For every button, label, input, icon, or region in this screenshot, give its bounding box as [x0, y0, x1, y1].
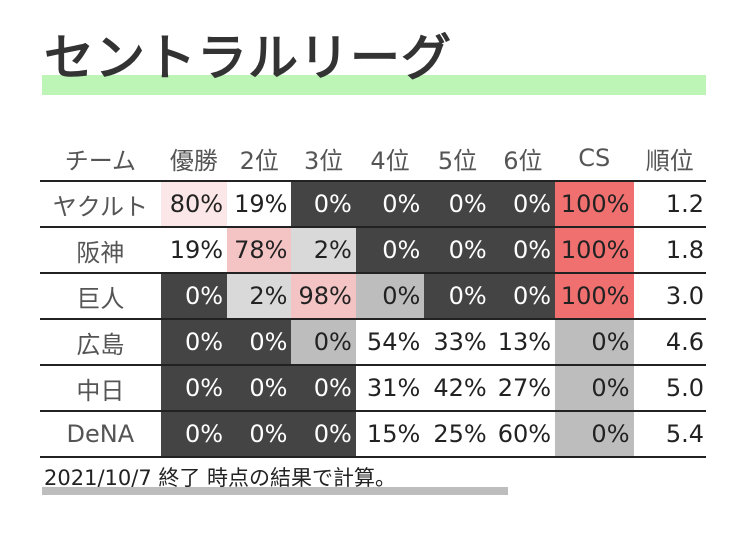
probability-cell: 0%: [291, 411, 356, 458]
probability-cell: 0%: [424, 273, 491, 320]
probability-cell: 0%: [291, 319, 356, 366]
probability-cell: 54%: [355, 319, 425, 366]
team-name: 広島: [40, 319, 161, 366]
probability-cell: 0%: [490, 227, 556, 274]
column-header: 優勝: [160, 136, 228, 182]
column-header: 5位: [424, 136, 491, 182]
average-rank: 1.2: [633, 181, 706, 228]
probability-cell: 19%: [160, 227, 228, 274]
probability-cell: 100%: [555, 227, 634, 274]
probability-cell: 0%: [555, 319, 634, 366]
average-rank: 3.0: [633, 273, 706, 320]
probability-cell: 60%: [490, 411, 556, 458]
probability-cell: 0%: [424, 227, 491, 274]
probability-cell: 78%: [227, 227, 292, 274]
table-row: 中日 0% 0% 0% 31% 42% 27% 0% 5.0: [40, 365, 706, 412]
team-name: 巨人: [40, 273, 161, 320]
probability-cell: 0%: [227, 365, 292, 412]
table-row: DeNA 0% 0% 0% 15% 25% 60% 0% 5.4: [40, 411, 706, 458]
title-highlight: [42, 75, 706, 95]
average-rank: 4.6: [633, 319, 706, 366]
column-header: 順位: [633, 136, 706, 182]
probability-cell: 100%: [555, 181, 634, 228]
table-row: 巨人 0% 2% 98% 0% 0% 0% 100% 3.0: [40, 273, 706, 320]
footnote: 2021/10/7 終了 時点の結果で計算。: [44, 466, 397, 490]
column-header: 4位: [355, 136, 425, 182]
column-header: チーム: [40, 136, 161, 182]
average-rank: 1.8: [633, 227, 706, 274]
probability-cell: 0%: [291, 365, 356, 412]
header-row: チーム 優勝 2位 3位 4位 5位 6位 CS 順位: [40, 136, 706, 182]
probability-cell: 0%: [355, 273, 425, 320]
probability-cell: 33%: [424, 319, 491, 366]
probability-cell: 0%: [160, 273, 228, 320]
table-row: 広島 0% 0% 0% 54% 33% 13% 0% 4.6: [40, 319, 706, 366]
team-name: 阪神: [40, 227, 161, 274]
table-row: 阪神 19% 78% 2% 0% 0% 0% 100% 1.8: [40, 227, 706, 274]
probability-cell: 0%: [160, 411, 228, 458]
page-title: セントラルリーグ: [44, 29, 452, 87]
average-rank: 5.0: [633, 365, 706, 412]
team-name: ヤクルト: [40, 181, 161, 228]
column-header: CS: [555, 136, 634, 182]
probability-cell: 100%: [555, 273, 634, 320]
probability-cell: 0%: [355, 181, 425, 228]
probability-cell: 13%: [490, 319, 556, 366]
probability-cell: 0%: [555, 411, 634, 458]
probability-cell: 98%: [291, 273, 356, 320]
team-name: DeNA: [40, 411, 161, 458]
team-name: 中日: [40, 365, 161, 412]
standings-table: チーム 優勝 2位 3位 4位 5位 6位 CS 順位 ヤクルト 80% 19% 0%…: [40, 136, 706, 458]
probability-cell: 0%: [160, 365, 228, 412]
column-header: 3位: [291, 136, 356, 182]
probability-cell: 0%: [490, 181, 556, 228]
probability-cell: 0%: [227, 411, 292, 458]
column-header: 6位: [490, 136, 556, 182]
average-rank: 5.4: [633, 411, 706, 458]
probability-cell: 27%: [490, 365, 556, 412]
probability-cell: 0%: [555, 365, 634, 412]
footnote-highlight: [42, 487, 508, 495]
probability-cell: 0%: [424, 181, 491, 228]
table-row: ヤクルト 80% 19% 0% 0% 0% 0% 100% 1.2: [40, 181, 706, 228]
probability-cell: 42%: [424, 365, 491, 412]
probability-cell: 0%: [355, 227, 425, 274]
table-body: ヤクルト 80% 19% 0% 0% 0% 0% 100% 1.2 阪神 19% 78% 2% 0% 0% 0…: [40, 181, 706, 458]
probability-cell: 25%: [424, 411, 491, 458]
column-header: 2位: [227, 136, 292, 182]
probability-cell: 2%: [291, 227, 356, 274]
probability-cell: 0%: [291, 181, 356, 228]
probability-cell: 0%: [490, 273, 556, 320]
probability-cell: 31%: [355, 365, 425, 412]
probability-cell: 0%: [160, 319, 228, 366]
probability-cell: 80%: [160, 181, 228, 228]
probability-cell: 15%: [355, 411, 425, 458]
probability-cell: 19%: [227, 181, 292, 228]
probability-cell: 0%: [227, 319, 292, 366]
probability-cell: 2%: [227, 273, 292, 320]
